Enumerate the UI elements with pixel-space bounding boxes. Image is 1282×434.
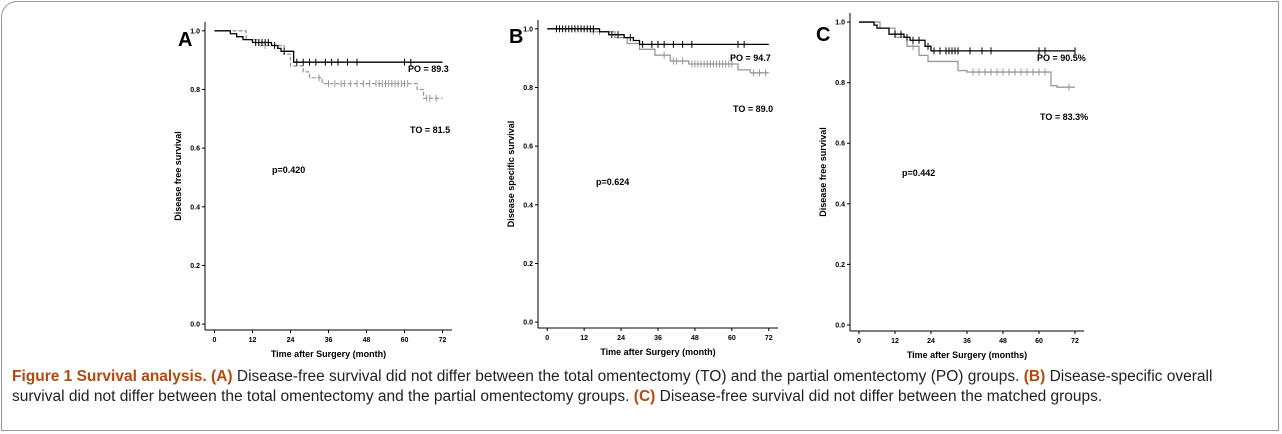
- x-axis-label: Time after Surgery (month): [271, 349, 386, 359]
- x-tick-label: 48: [363, 337, 371, 344]
- x-tick-label: 24: [287, 337, 295, 344]
- panel-label: C: [816, 24, 830, 46]
- y-tick-label: 0.8: [523, 85, 533, 92]
- annotation: PO = 89.3: [408, 64, 449, 74]
- caption-text: Disease-free survival did not differ bet…: [236, 368, 1020, 385]
- y-tick-label: 0.6: [523, 144, 533, 151]
- x-tick-label: 48: [691, 335, 699, 342]
- x-tick-label: 72: [439, 337, 447, 344]
- x-tick-label: 36: [963, 338, 971, 345]
- y-tick-label: 0.8: [835, 80, 845, 87]
- annotation: p=0.624: [596, 177, 629, 187]
- x-tick-label: 36: [654, 335, 662, 342]
- x-axis-label: Time after Surgery (month): [600, 347, 715, 357]
- annotation: TO = 81.5: [410, 125, 450, 135]
- x-tick-label: 12: [249, 337, 257, 344]
- x-tick-label: 24: [927, 338, 935, 345]
- caption-label: (C): [633, 388, 656, 405]
- y-tick-label: 0.0: [523, 320, 533, 327]
- y-tick-label: 0.2: [190, 263, 200, 270]
- survival-curve: [547, 28, 769, 45]
- caption-text: Disease-specific overall survival did no…: [12, 368, 1213, 405]
- y-tick-label: 0.2: [523, 261, 533, 268]
- y-tick-label: 1.0: [835, 20, 845, 27]
- x-axis-label: Time after Surgery (months): [907, 350, 1027, 360]
- x-tick-label: 0: [857, 338, 861, 345]
- annotation: p=0.442: [902, 168, 935, 178]
- x-tick-label: 12: [891, 338, 899, 345]
- x-tick-label: 0: [545, 335, 549, 342]
- annotation: p=0.420: [272, 165, 305, 175]
- y-tick-label: 0.0: [835, 322, 845, 329]
- survival-curve: [859, 21, 1075, 52]
- figure-charts: 0.0 0.2 0.4 0.6 0.8 1.0 0 12 24 36 48 60 72 Time afte…: [173, 13, 1088, 360]
- y-axis-label: Disease free survival: [173, 131, 183, 221]
- x-tick-label: 24: [617, 335, 625, 342]
- annotation: PO = 94.7: [730, 53, 771, 63]
- panel-label: A: [178, 29, 192, 51]
- x-tick-label: 60: [401, 337, 409, 344]
- annotation: PO = 90.5%: [1037, 53, 1086, 63]
- caption-text: Disease-free survival did not differ bet…: [659, 388, 1103, 405]
- x-tick-label: 12: [580, 335, 588, 342]
- survival-curve: [859, 21, 1075, 88]
- y-tick-label: 0.4: [835, 201, 845, 208]
- y-tick-label: 0.4: [523, 202, 533, 209]
- y-tick-label: 0.8: [190, 87, 200, 94]
- x-tick-label: 72: [1071, 338, 1079, 345]
- y-tick-label: 0.0: [190, 322, 200, 329]
- caption-label: (B): [1023, 368, 1046, 385]
- caption-label: (A): [211, 368, 233, 385]
- y-tick-label: 0.4: [190, 204, 200, 211]
- y-tick-label: 0.6: [835, 141, 845, 148]
- x-tick-label: 60: [728, 335, 736, 342]
- x-tick-label: 48: [999, 338, 1007, 345]
- annotation: TO = 83.3%: [1040, 112, 1088, 122]
- annotation: TO = 89.0: [733, 104, 773, 114]
- y-tick-label: 1.0: [190, 28, 200, 35]
- panel-label: B: [509, 26, 523, 48]
- x-tick-label: 60: [1035, 338, 1043, 345]
- y-axis-label: Disease free survival: [818, 127, 828, 217]
- survival-curve: [547, 28, 769, 74]
- x-tick-label: 0: [213, 337, 217, 344]
- x-tick-label: 36: [325, 337, 333, 344]
- y-axis-label: Disease specific survival: [506, 121, 516, 228]
- y-tick-label: 0.2: [835, 262, 845, 269]
- caption-title: Figure 1 Survival analysis.: [12, 368, 207, 385]
- x-tick-label: 72: [765, 335, 773, 342]
- figure-caption: Figure 1 Survival analysis. (A) Disease-…: [12, 367, 1267, 407]
- y-tick-label: 1.0: [523, 26, 533, 33]
- survival-curve: [214, 30, 443, 63]
- y-tick-label: 0.6: [190, 146, 200, 153]
